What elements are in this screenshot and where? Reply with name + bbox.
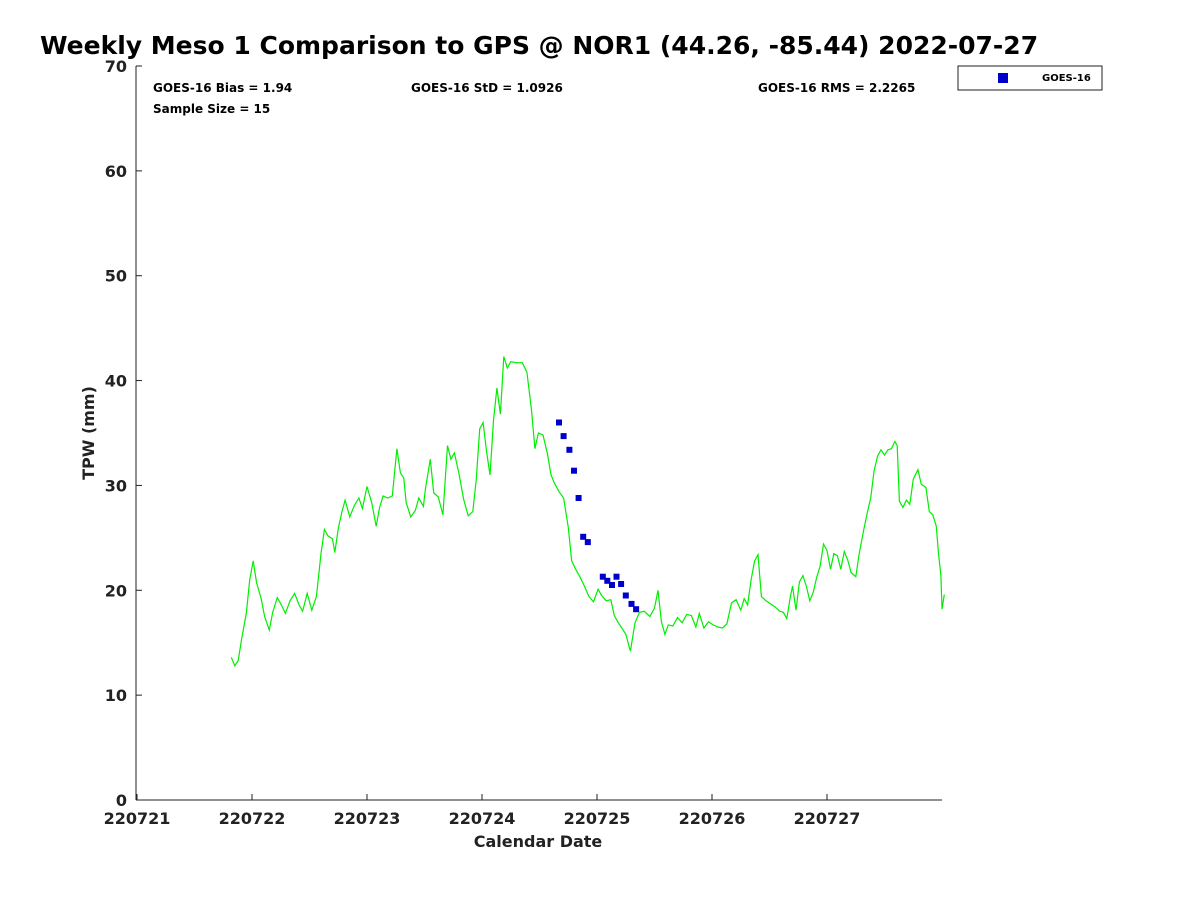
- goes16-point: [584, 539, 591, 546]
- goes16-point: [628, 600, 635, 607]
- goes16-scatter-series: [556, 419, 640, 613]
- bias-stat: GOES-16 Bias = 1.94: [153, 81, 292, 95]
- y-tick-label: 60: [105, 162, 127, 181]
- goes16-point: [613, 573, 620, 580]
- legend-box: [957, 65, 1103, 91]
- chart-title: Weekly Meso 1 Comparison to GPS @ NOR1 (…: [40, 31, 1038, 60]
- goes16-point: [633, 606, 640, 613]
- gps-tpw-line: [230, 356, 945, 668]
- goes16-point: [560, 433, 567, 440]
- goes16-point: [556, 419, 562, 426]
- y-tick-label: 70: [105, 57, 127, 76]
- y-tick-label: 40: [105, 372, 127, 391]
- gps-line-series: [230, 356, 945, 668]
- std-stat: GOES-16 StD = 1.0926: [411, 81, 563, 95]
- legend: GOES-16: [957, 65, 1103, 91]
- goes16-point: [571, 467, 577, 474]
- y-tick-label: 0: [116, 791, 127, 810]
- goes16-point: [580, 533, 587, 540]
- x-ticks: 220721 220722 220723 220724 220725 220726 2207…: [104, 794, 861, 828]
- legend-marker-goes16: [998, 73, 1008, 83]
- y-tick-label: 20: [105, 581, 127, 600]
- x-tick-label: 220724: [449, 809, 516, 828]
- rms-stat: GOES-16 RMS = 2.2265: [758, 81, 915, 95]
- y-ticks: 0 10 20 30 40 50 60 70: [105, 57, 142, 810]
- goes16-point: [575, 495, 582, 501]
- y-axis-label: TPW (mm): [79, 386, 98, 480]
- x-tick-label: 220726: [679, 809, 746, 828]
- y-tick-label: 10: [105, 686, 127, 705]
- goes16-point: [609, 582, 615, 588]
- x-axis-label: Calendar Date: [474, 832, 603, 851]
- y-tick-label: 50: [105, 267, 127, 286]
- x-tick-label: 220723: [334, 809, 401, 828]
- x-tick-label: 220721: [104, 809, 171, 828]
- y-tick-label: 30: [105, 476, 127, 495]
- goes16-point: [618, 581, 625, 587]
- goes16-point: [622, 592, 629, 599]
- x-tick-label: 220727: [794, 809, 861, 828]
- goes16-point: [599, 573, 606, 580]
- goes16-point: [566, 446, 573, 453]
- x-tick-label: 220722: [219, 809, 286, 828]
- legend-label-goes16: GOES-16: [1042, 73, 1091, 84]
- sample-size-stat: Sample Size = 15: [153, 102, 270, 116]
- x-tick-label: 220725: [564, 809, 631, 828]
- goes16-point: [604, 577, 611, 584]
